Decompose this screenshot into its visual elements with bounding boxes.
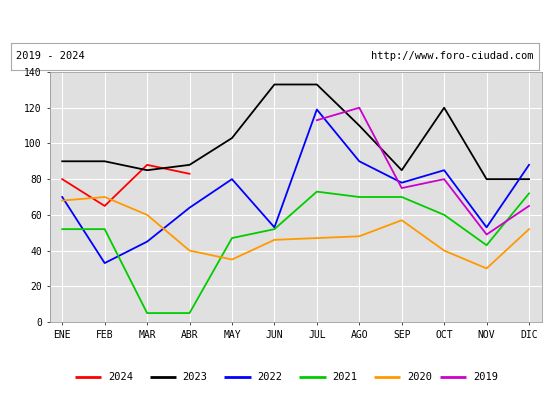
Text: http://www.foro-ciudad.com: http://www.foro-ciudad.com [371,51,534,61]
Text: 2020: 2020 [407,372,432,382]
Text: 2022: 2022 [257,372,282,382]
Text: 2019 - 2024: 2019 - 2024 [16,51,85,61]
Text: 2023: 2023 [183,372,207,382]
Text: 2021: 2021 [332,372,357,382]
Text: 2024: 2024 [108,372,133,382]
Text: Evolucion Nº Turistas Extranjeros en el municipio de Santo Domingo-Caudilla: Evolucion Nº Turistas Extranjeros en el … [8,14,542,28]
Text: 2019: 2019 [473,372,498,382]
